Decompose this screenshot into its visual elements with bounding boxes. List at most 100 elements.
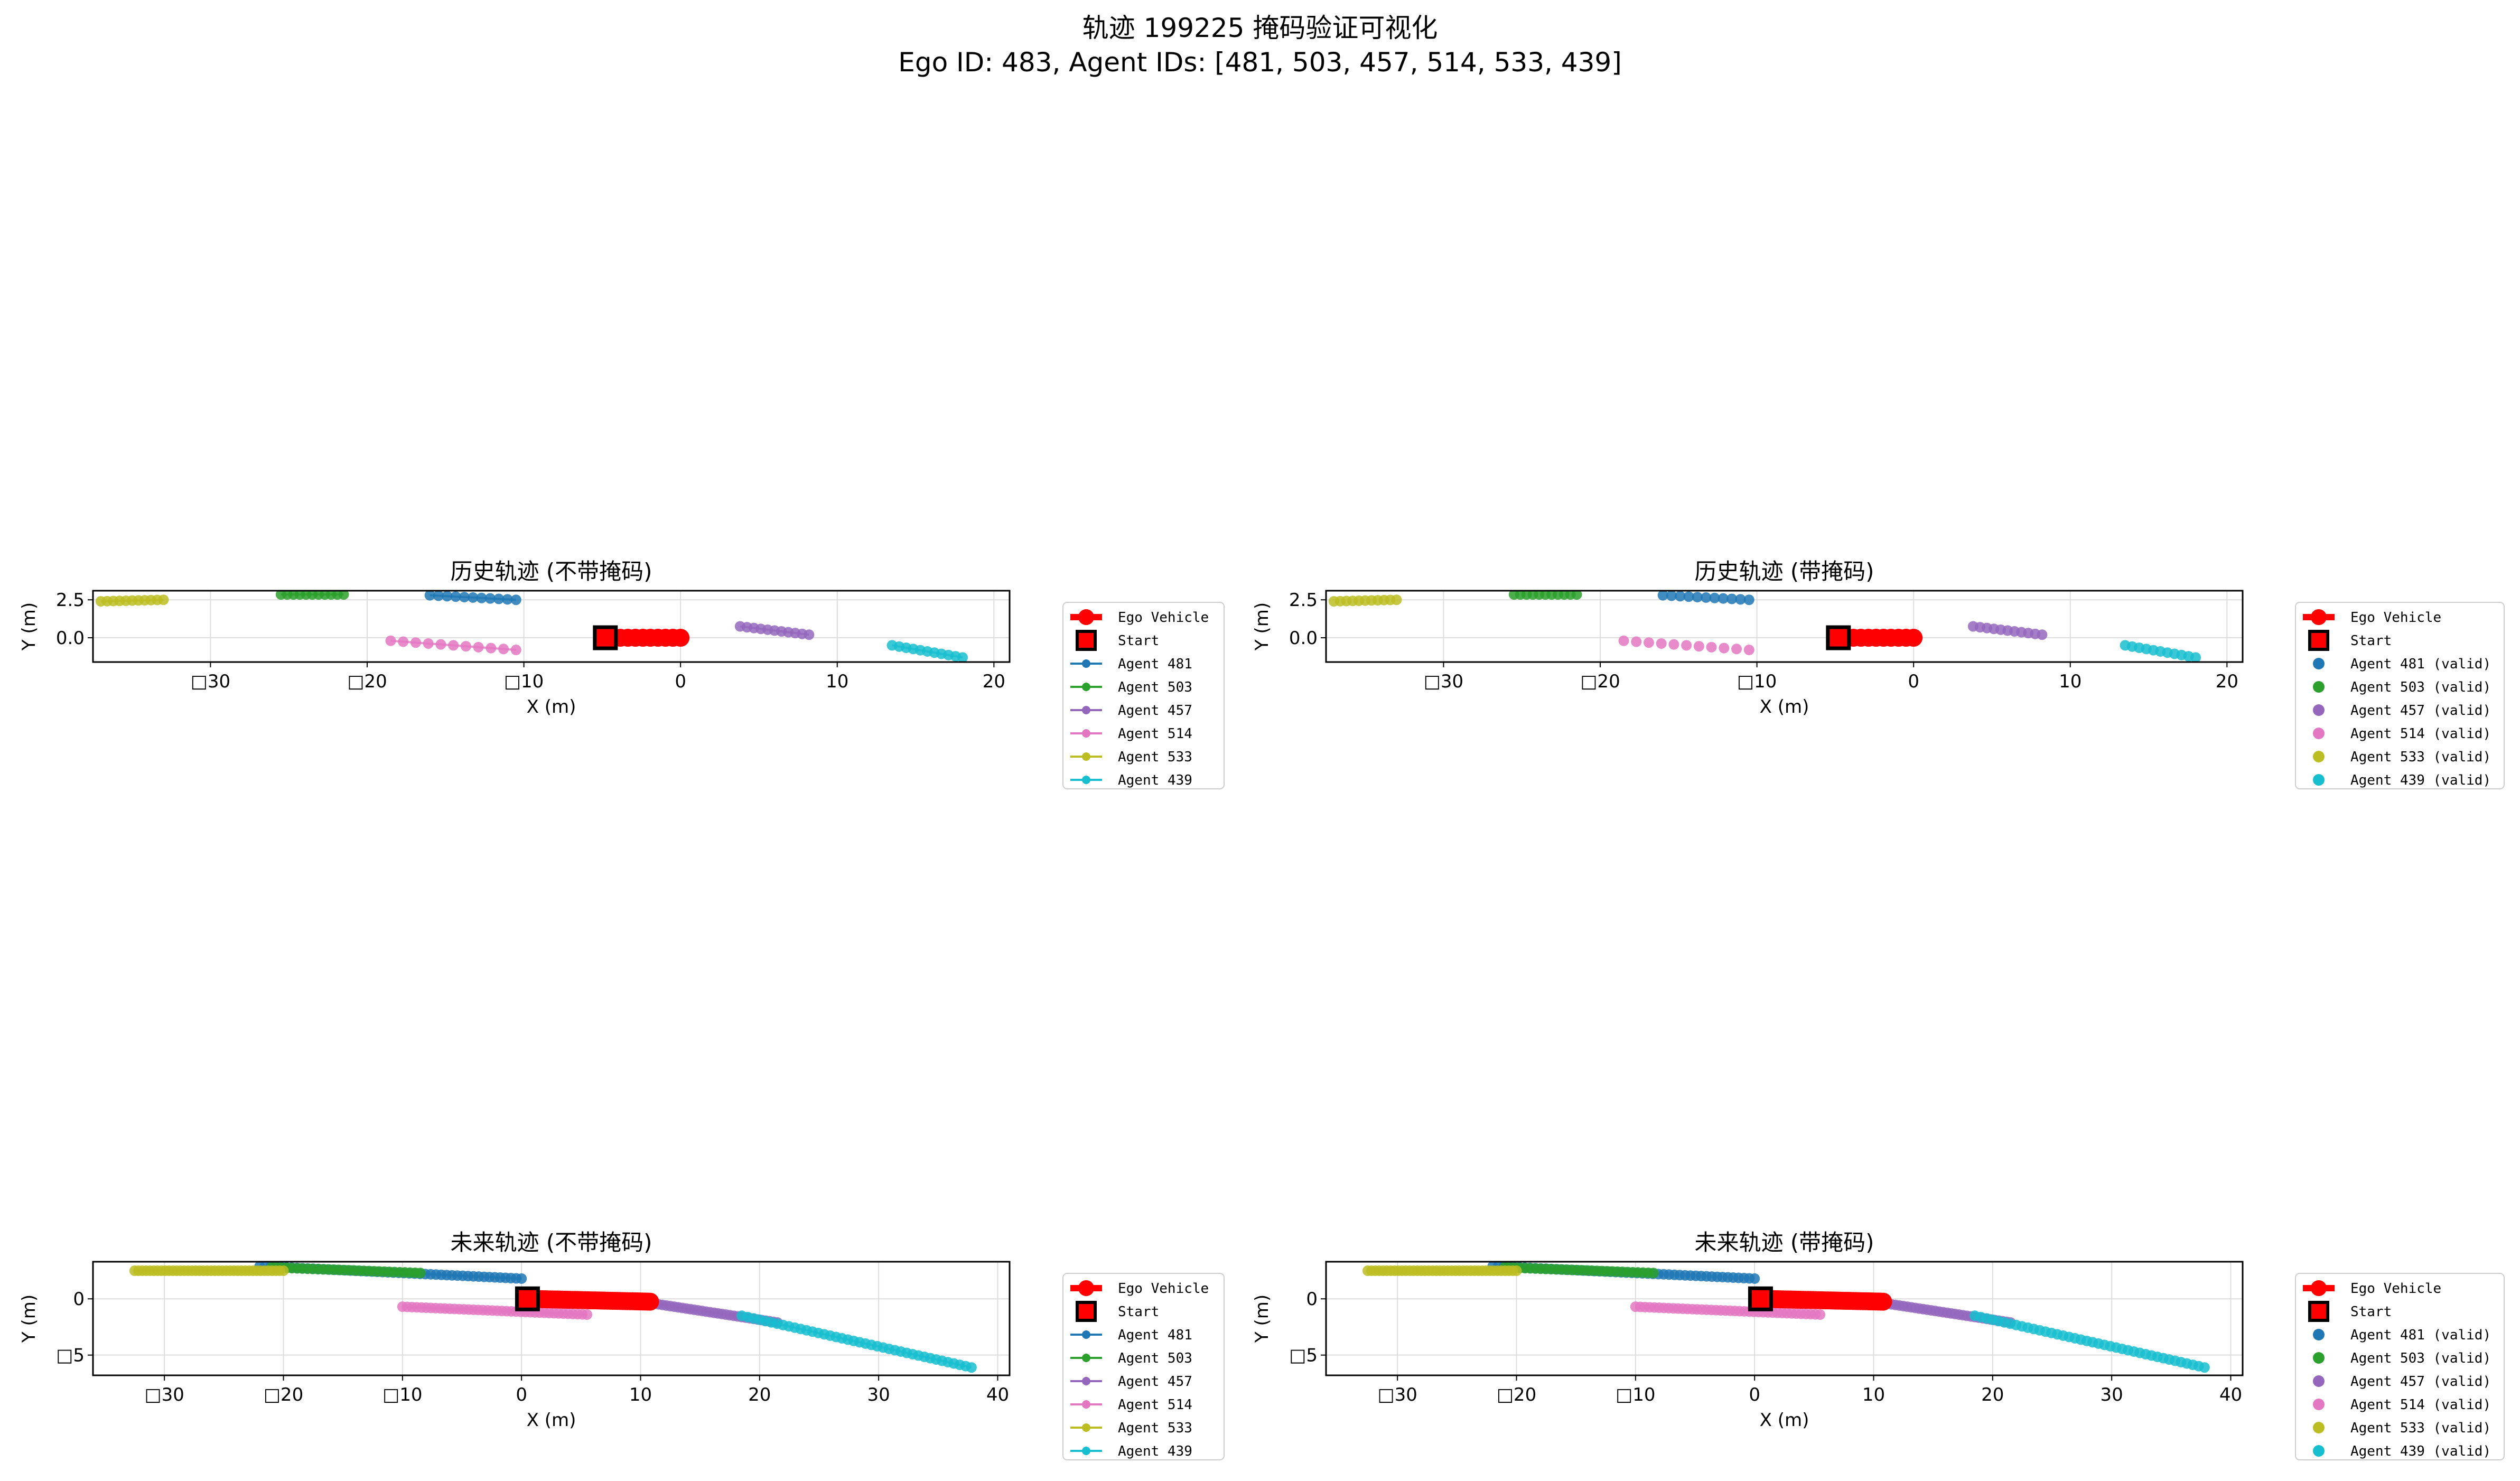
x-tick-label: □20 <box>347 671 387 692</box>
agent-4-point <box>1631 636 1642 647</box>
legend-start-swatch <box>2308 630 2329 651</box>
legend: Ego Vehicle Start Agent 481 Agent 503 Agent … <box>1062 1273 1225 1460</box>
agent-4-point <box>448 640 459 651</box>
y-axis-label: Y (m) <box>18 1294 40 1343</box>
x-tick-label: □10 <box>382 1384 422 1405</box>
agent-1-point <box>1657 591 1668 601</box>
x-tick-label: 10 <box>826 671 848 692</box>
legend-label: Start <box>2350 1304 2392 1320</box>
agent-3-point <box>2037 629 2048 640</box>
legend-label: Start <box>2350 633 2392 649</box>
agent-1-point <box>433 591 444 601</box>
subplots: □30 □20 □10 0 10 20 0.0 2.5 历史轨迹 (不带掩码) X (m) Y (m… <box>18 558 2505 1460</box>
agent-4-point <box>435 639 446 650</box>
legend-label: Ego Vehicle <box>2350 610 2441 626</box>
legend-agent-swatch-dot <box>1082 1423 1090 1432</box>
legend-agent-swatch-dot <box>1082 752 1090 761</box>
legend-agent-swatch-dot <box>2313 658 2325 669</box>
agent-1-point <box>468 592 479 603</box>
subplot-4: □30 □20 □10 0 10 20 30 40 □5 0 未来轨迹 (带掩码) X (m) Y (m… <box>1252 1229 2505 1460</box>
x-tick-label: 40 <box>986 1384 1009 1405</box>
legend-label: Agent 457 <box>1118 1374 1192 1390</box>
plot-area <box>129 1262 977 1373</box>
y-tick-label: 2.5 <box>56 590 85 611</box>
legend-label: Agent 457 <box>1118 703 1192 719</box>
agent-1-point <box>1692 592 1703 603</box>
start-marker <box>593 625 618 650</box>
legend-agent-swatch-dot <box>1082 1330 1090 1339</box>
agent-4-point <box>410 637 421 648</box>
legend-label: Agent 439 (valid) <box>2350 772 2491 788</box>
agent-4-point <box>473 641 484 653</box>
legend-start-swatch <box>2308 1301 2329 1322</box>
legend-label: Agent 514 (valid) <box>2350 1397 2491 1413</box>
start-marker <box>1826 625 1851 650</box>
legend-ego-swatch-dot <box>2311 609 2327 625</box>
agent-6-point <box>2190 652 2201 662</box>
agent-1-point <box>510 594 521 606</box>
x-axis-label: X (m) <box>527 1410 576 1431</box>
agent-5-point <box>1511 1265 1522 1277</box>
x-tick-label: 20 <box>1981 1384 2004 1405</box>
x-tick-label: 30 <box>867 1384 890 1405</box>
agent-5-point <box>158 594 169 606</box>
legend-frame <box>2295 602 2505 789</box>
legend-label: Start <box>1118 1304 1159 1320</box>
legend-label: Start <box>1118 633 1159 649</box>
subplot-title: 未来轨迹 (带掩码) <box>1694 1229 1874 1255</box>
plot-area <box>95 591 968 662</box>
agent-1-point <box>424 591 435 601</box>
agent-1-point <box>1683 591 1694 602</box>
x-tick-label: □30 <box>1424 671 1463 692</box>
legend-agent-swatch-dot <box>1082 776 1090 784</box>
agent-1-point <box>1701 592 1712 603</box>
agent-6-point <box>2199 1362 2210 1373</box>
legend-label: Agent 481 (valid) <box>2350 656 2491 672</box>
agent-5-point <box>278 1265 289 1277</box>
agent-4-point <box>1643 637 1654 648</box>
y-axis-label: Y (m) <box>18 602 40 651</box>
agent-1-point <box>450 591 461 602</box>
x-tick-label: □20 <box>264 1384 303 1405</box>
legend-agent-swatch-dot <box>1082 1354 1090 1362</box>
legend-agent-swatch-dot <box>1082 729 1090 738</box>
agent-1-point <box>1726 593 1738 604</box>
legend-label: Agent 481 (valid) <box>2350 1327 2491 1343</box>
legend-label: Agent 503 (valid) <box>2350 679 2491 695</box>
agent-1-point <box>1666 591 1677 601</box>
agent-2-point <box>338 591 349 600</box>
y-axis-label: Y (m) <box>1252 602 1273 651</box>
legend-label: Agent 503 <box>1118 679 1192 695</box>
x-axis-label: X (m) <box>527 696 576 718</box>
legend-agent-swatch-dot <box>2313 1399 2325 1410</box>
y-axis-label: Y (m) <box>1252 1294 1273 1343</box>
x-tick-label: □30 <box>144 1384 184 1405</box>
ego-point <box>641 1292 659 1311</box>
agent-4-point <box>1681 640 1692 651</box>
x-tick-label: 30 <box>2101 1384 2123 1405</box>
legend-frame <box>1062 602 1225 789</box>
subplot-title: 历史轨迹 (不带掩码) <box>450 558 652 584</box>
legend-label: Agent 533 (valid) <box>2350 1420 2491 1436</box>
x-tick-label: 0 <box>516 1384 527 1405</box>
x-tick-label: 10 <box>1862 1384 1885 1405</box>
agent-5-point <box>1391 594 1402 606</box>
x-tick-label: 20 <box>748 1384 771 1405</box>
agent-4-point <box>1719 642 1730 654</box>
legend-label: Agent 457 (valid) <box>2350 703 2491 719</box>
legend: Ego Vehicle Start Agent 481 Agent 503 Agent … <box>1062 602 1225 789</box>
agent-6-point <box>966 1362 977 1373</box>
axes-frame <box>92 1261 1011 1376</box>
legend-label: Agent 533 (valid) <box>2350 749 2491 765</box>
legend-agent-swatch-dot <box>1082 1377 1090 1385</box>
legend-ego-swatch-dot <box>1078 609 1094 625</box>
plot-area <box>1362 1262 2210 1373</box>
agent-4-point <box>385 635 396 646</box>
agent-4-point <box>510 645 521 656</box>
legend-label: Agent 481 <box>1118 1327 1192 1343</box>
x-axis-label: X (m) <box>1760 696 1809 718</box>
agent-1-point <box>502 594 513 605</box>
x-tick-label: □10 <box>1616 1384 1655 1405</box>
agent-2-point <box>1571 591 1582 600</box>
legend-label: Agent 439 (valid) <box>2350 1443 2491 1459</box>
